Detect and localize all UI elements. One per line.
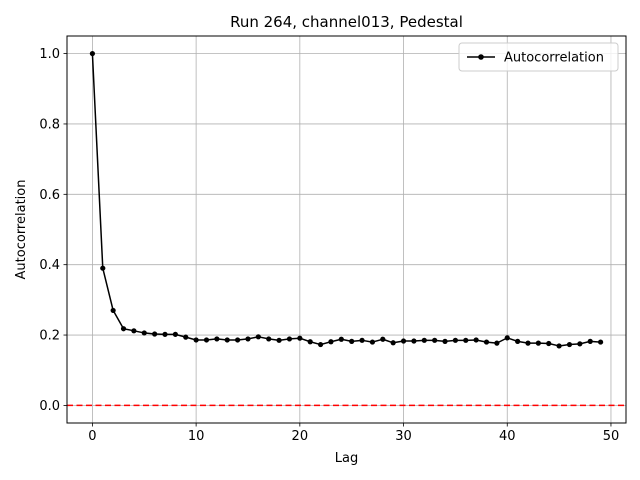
- data-point: [556, 343, 562, 349]
- x-tick-label: 20: [292, 429, 309, 444]
- data-point: [400, 338, 407, 344]
- data-point: [141, 330, 147, 336]
- data-point: [100, 265, 106, 271]
- series-layer: [89, 50, 604, 349]
- data-point: [255, 334, 261, 340]
- data-point: [587, 338, 593, 344]
- data-point: [89, 50, 96, 57]
- data-point: [162, 331, 168, 337]
- data-point: [566, 341, 573, 348]
- y-tick-label: 0.0: [39, 399, 60, 414]
- data-point: [297, 335, 303, 341]
- data-point: [110, 307, 116, 314]
- data-point: [597, 339, 604, 345]
- legend-marker-swatch: [478, 54, 484, 60]
- data-point: [152, 331, 158, 337]
- data-point: [266, 336, 272, 342]
- y-tick-label: 0.4: [39, 258, 60, 273]
- data-point: [286, 336, 293, 342]
- data-point: [120, 326, 127, 332]
- x-tick-label: 0: [88, 429, 96, 444]
- x-tick-label: 40: [499, 429, 516, 444]
- data-point: [535, 340, 541, 346]
- data-point: [183, 334, 189, 340]
- data-point: [338, 336, 344, 342]
- data-point: [380, 336, 386, 342]
- y-tick-label: 0.2: [39, 329, 60, 344]
- data-point: [349, 338, 355, 344]
- data-point: [276, 337, 282, 343]
- data-point: [432, 337, 438, 343]
- data-point: [525, 340, 531, 346]
- legend: Autocorrelation: [458, 42, 619, 72]
- y-tick-label: 0.8: [39, 117, 60, 132]
- x-axis-title: Lag: [335, 451, 358, 466]
- data-point: [452, 337, 458, 343]
- data-point: [483, 339, 490, 345]
- data-point: [245, 336, 251, 342]
- data-point: [421, 337, 427, 343]
- plot-frame: [66, 35, 627, 424]
- data-point: [442, 338, 448, 344]
- legend-label: Autocorrelation: [504, 51, 604, 66]
- data-point: [359, 337, 365, 343]
- data-point: [515, 338, 521, 344]
- data-point: [328, 339, 334, 345]
- data-point: [203, 337, 210, 343]
- data-point: [172, 331, 178, 337]
- data-point: [494, 340, 500, 346]
- data-point: [504, 335, 510, 341]
- data-point: [546, 340, 552, 347]
- data-point: [369, 339, 376, 345]
- y-tick-label: 1.0: [39, 47, 60, 62]
- data-point: [390, 340, 396, 346]
- data-point: [577, 341, 583, 347]
- x-tick-label: 30: [395, 429, 412, 444]
- data-point: [193, 337, 199, 343]
- grid-layer: [67, 36, 626, 423]
- y-tick-label: 0.6: [39, 188, 60, 203]
- data-point: [214, 336, 220, 342]
- data-point: [463, 337, 469, 343]
- chart-title: Run 264, channel013, Pedestal: [230, 13, 463, 31]
- data-point: [307, 339, 313, 345]
- data-point: [131, 328, 137, 334]
- data-point: [473, 337, 479, 343]
- y-axis-title: Autocorrelation: [14, 180, 29, 280]
- x-tick-label: 10: [188, 429, 205, 444]
- tick-layer: 0 10 20 30 40 50 0.0 0.2 0.4 0.6 0.8 1.0: [39, 47, 619, 444]
- legend-box: [458, 42, 619, 72]
- data-point: [224, 337, 230, 343]
- data-point: [411, 338, 417, 344]
- x-tick-label: 50: [603, 429, 620, 444]
- data-point: [235, 337, 241, 343]
- data-point: [317, 341, 324, 348]
